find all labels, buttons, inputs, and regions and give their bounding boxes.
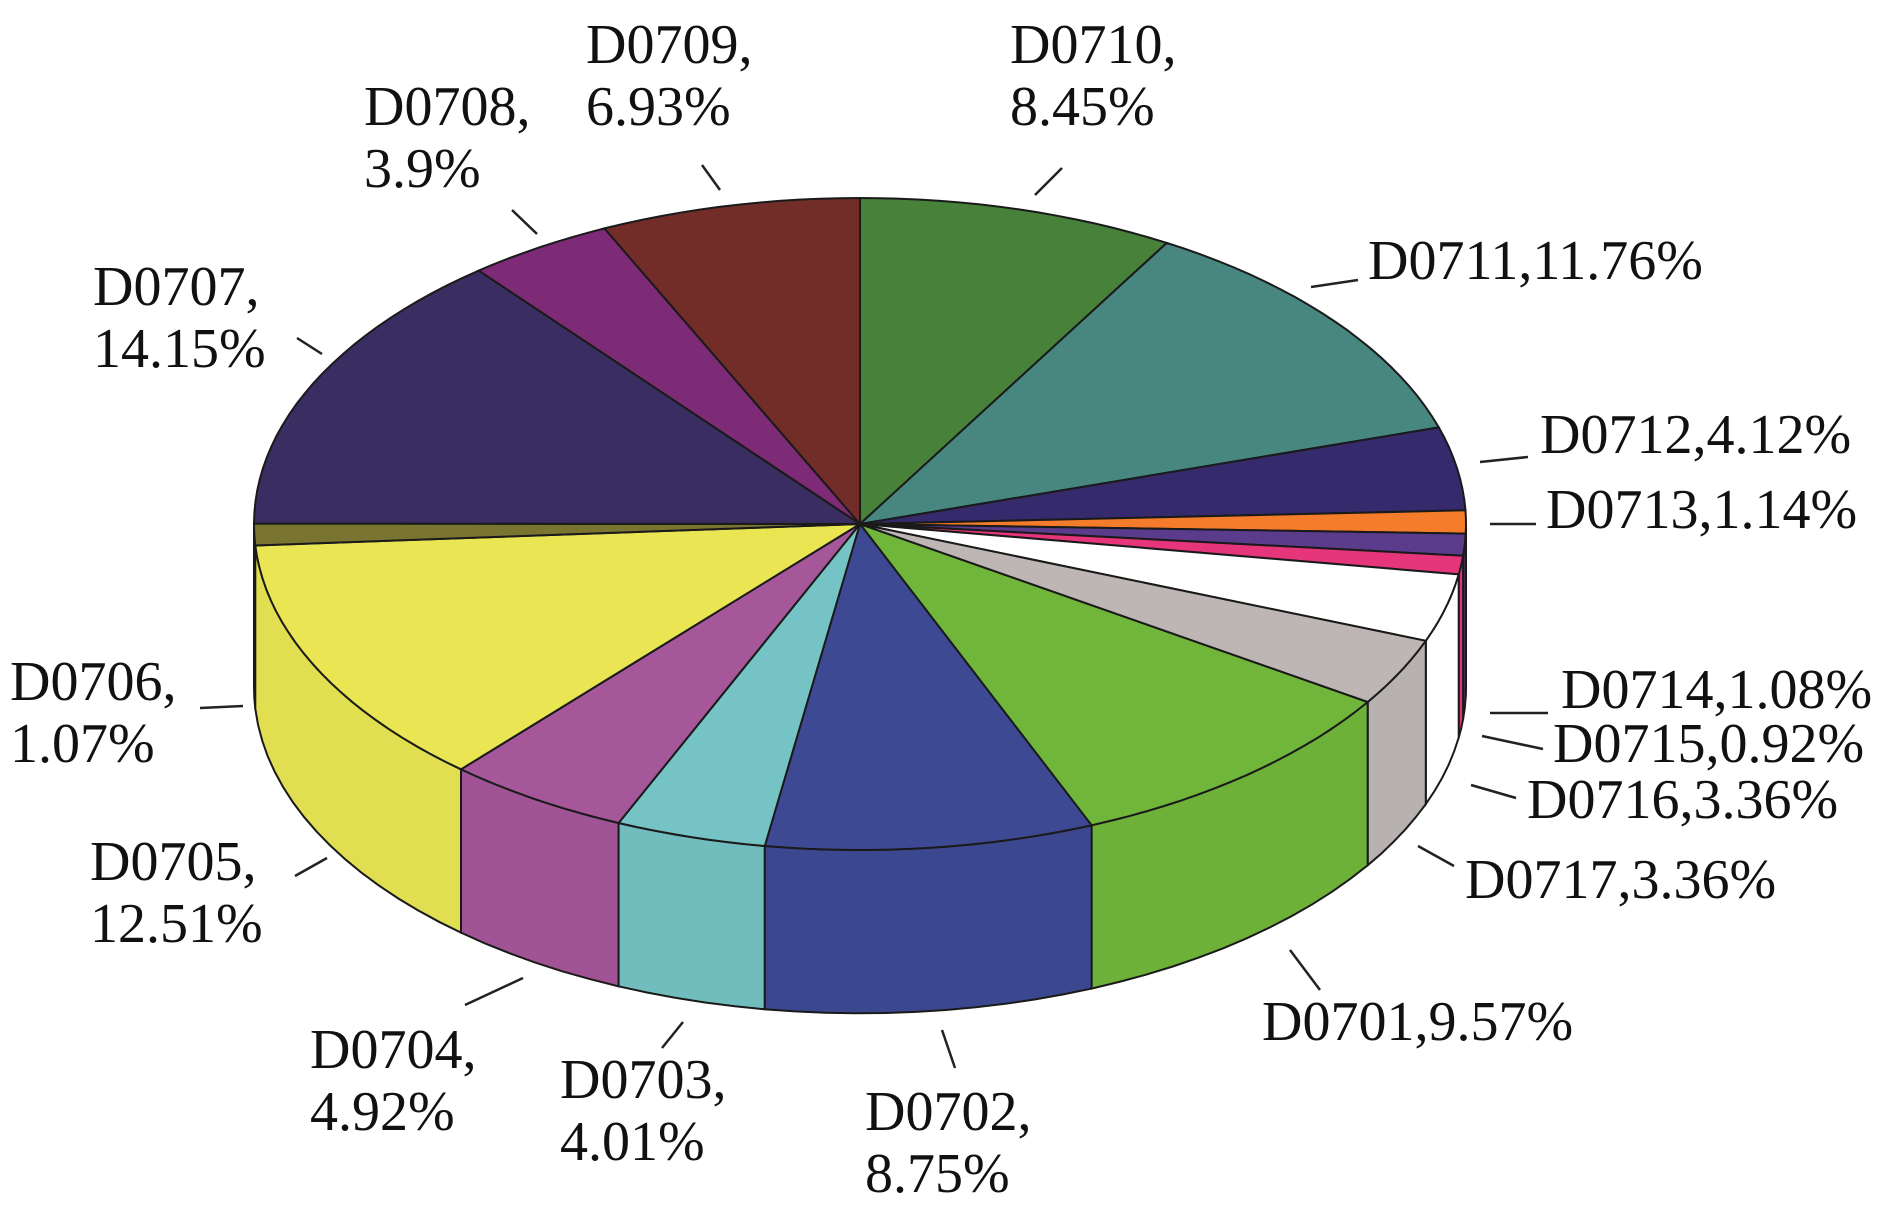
label-d0704: D0704, 4.92% bbox=[310, 1019, 476, 1143]
label-line: 1.07% bbox=[10, 713, 155, 775]
slice-d0705 bbox=[254, 522, 864, 771]
label-line: D0717,3.36% bbox=[1465, 849, 1776, 911]
label-d0711: D0711,11.76% bbox=[1368, 230, 1703, 292]
label-d0708: D0708, 3.9% bbox=[364, 76, 530, 200]
label-line: D0716,3.36% bbox=[1527, 769, 1838, 831]
label-d0716: D0716,3.36% bbox=[1527, 769, 1838, 831]
label-line: 8.75% bbox=[865, 1143, 1010, 1205]
slice-d0702 bbox=[763, 521, 1094, 852]
label-d0710: D0710, 8.45% bbox=[1010, 14, 1176, 138]
label-line: 3.9% bbox=[364, 138, 481, 200]
label-d0715: D0715,0.92% bbox=[1553, 713, 1864, 775]
label-d0705: D0705, 12.51% bbox=[90, 831, 263, 955]
leader-d0704 bbox=[464, 976, 524, 1007]
label-line: D0709, bbox=[586, 14, 752, 76]
leader-d0715 bbox=[1481, 734, 1544, 751]
leader-d0708 bbox=[511, 209, 538, 235]
label-line: D0714,1.08% bbox=[1561, 659, 1872, 721]
label-line: D0702, bbox=[865, 1081, 1031, 1143]
leader-d0701 bbox=[1289, 949, 1321, 991]
label-line: 4.92% bbox=[310, 1081, 455, 1143]
pie-top-faces bbox=[252, 196, 1468, 852]
leader-d0703 bbox=[661, 1021, 684, 1049]
wall-d0702 bbox=[763, 824, 1093, 1015]
leader-d0702 bbox=[940, 1029, 957, 1069]
label-line: D0707, bbox=[93, 256, 259, 318]
leader-d0705 bbox=[294, 856, 328, 878]
label-line: D0710, bbox=[1010, 14, 1176, 76]
label-line: D0715,0.92% bbox=[1553, 713, 1864, 775]
label-line: 14.15% bbox=[93, 318, 266, 380]
label-line: D0701,9.57% bbox=[1262, 991, 1573, 1053]
leader-d0717 bbox=[1417, 844, 1455, 868]
leader-d0712 bbox=[1479, 455, 1529, 464]
slice-d0716 bbox=[859, 523, 1461, 642]
slice-d0707 bbox=[252, 269, 864, 526]
leader-d0706 bbox=[199, 704, 244, 710]
label-leader-lines bbox=[199, 164, 1548, 1069]
label-line: D0703, bbox=[560, 1049, 726, 1111]
slice-d0704 bbox=[458, 523, 861, 825]
label-line: 12.51% bbox=[90, 893, 263, 955]
slice-d0701 bbox=[857, 521, 1370, 827]
label-d0712: D0712,4.12% bbox=[1540, 404, 1851, 466]
label-d0707: D0707, 14.15% bbox=[93, 256, 266, 380]
label-line: D0704, bbox=[310, 1019, 476, 1081]
slice-labels: D0701,9.57%D0702, 8.75%D0703, 4.01%D0704, 4… bbox=[10, 14, 1872, 1205]
label-d0713: D0713,1.14% bbox=[1546, 479, 1857, 541]
label-d0703: D0703, 4.01% bbox=[560, 1049, 726, 1173]
leader-d0709 bbox=[700, 164, 722, 191]
label-line: D0711,11.76% bbox=[1368, 230, 1703, 292]
slice-d0711 bbox=[856, 241, 1441, 526]
leader-d0711 bbox=[1310, 278, 1359, 289]
label-d0706: D0706, 1.07% bbox=[10, 651, 176, 775]
slice-d0717 bbox=[859, 523, 1428, 704]
label-d0702: D0702, 8.75% bbox=[865, 1081, 1031, 1205]
label-line: D0713,1.14% bbox=[1546, 479, 1857, 541]
label-d0709: D0709, 6.93% bbox=[586, 14, 752, 138]
slice-d0708 bbox=[476, 227, 861, 525]
leader-d0707 bbox=[296, 336, 323, 356]
label-line: D0708, bbox=[364, 76, 530, 138]
label-line: 4.01% bbox=[560, 1111, 705, 1173]
label-line: D0706, bbox=[10, 651, 176, 713]
wall-d0703 bbox=[617, 821, 766, 1011]
slice-d0709 bbox=[602, 196, 861, 527]
label-line: D0705, bbox=[90, 831, 256, 893]
leader-d0716 bbox=[1470, 783, 1517, 800]
label-line: 6.93% bbox=[586, 76, 731, 138]
leader-d0710 bbox=[1034, 167, 1063, 196]
label-d0714: D0714,1.08% bbox=[1561, 659, 1872, 721]
label-d0717: D0717,3.36% bbox=[1465, 849, 1776, 911]
slice-d0712 bbox=[859, 426, 1467, 525]
label-line: D0712,4.12% bbox=[1540, 404, 1851, 466]
label-line: 8.45% bbox=[1010, 76, 1155, 138]
slice-d0710 bbox=[859, 196, 1169, 527]
slice-d0703 bbox=[616, 523, 861, 848]
label-d0701: D0701,9.57% bbox=[1262, 991, 1573, 1053]
